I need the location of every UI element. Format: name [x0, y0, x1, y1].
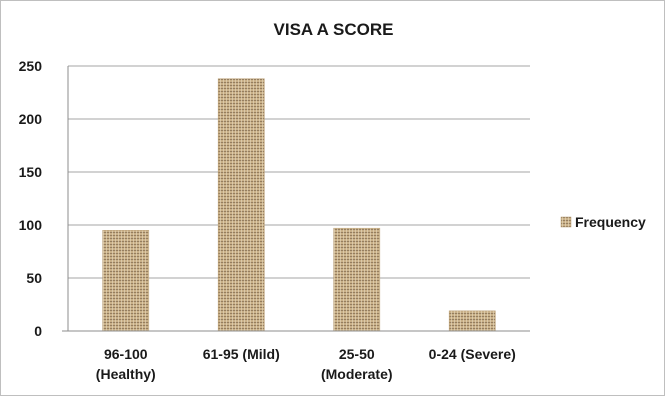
bar-1 [217, 78, 265, 332]
y-tick-label: 250 [19, 58, 43, 74]
y-tick-label: 50 [26, 270, 42, 286]
x-category-label-line: (Healthy) [96, 366, 156, 382]
bar-3 [448, 310, 496, 332]
bar-0 [102, 230, 150, 332]
y-tick-label: 0 [34, 323, 42, 339]
bar-2 [333, 227, 381, 332]
x-category-label: 61-95 (Mild) [203, 346, 280, 362]
x-category-label-line: (Moderate) [321, 366, 393, 382]
legend-label: Frequency [575, 214, 646, 230]
x-category-label-line: 61-95 (Mild) [203, 346, 280, 362]
x-category-label-line: 96-100 [104, 346, 148, 362]
x-category-label-line: 25-50 [339, 346, 375, 362]
x-category-label: 0-24 (Severe) [429, 346, 516, 362]
x-category-label-line: 0-24 (Severe) [429, 346, 516, 362]
chart-title: VISA A SCORE [273, 20, 394, 39]
x-category-label: 25-50 (Moderate) [321, 346, 393, 382]
x-category-label: 96-100 (Healthy) [96, 346, 156, 382]
legend-swatch [560, 216, 572, 228]
y-tick-label: 200 [19, 111, 43, 127]
y-tick-label: 150 [19, 164, 43, 180]
y-tick-label: 100 [19, 217, 43, 233]
